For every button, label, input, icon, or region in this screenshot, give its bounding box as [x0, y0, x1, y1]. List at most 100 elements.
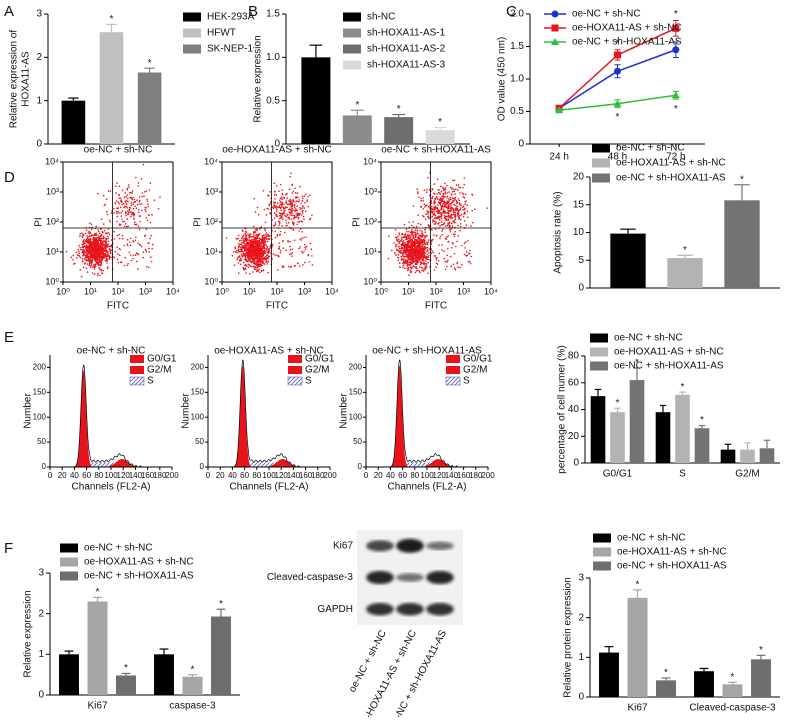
row-label: Ki67 [333, 540, 353, 551]
panel-label: D [4, 169, 15, 186]
events [65, 163, 161, 278]
significance-mark: * [683, 245, 687, 256]
x-axis-label: Channels (FL2-A) [72, 482, 151, 493]
significance-mark: * [616, 398, 620, 409]
point [614, 67, 621, 75]
bar [610, 412, 625, 463]
bar [694, 428, 710, 463]
y-tick-label: 3 [578, 573, 584, 584]
x-tick-label: 40 [228, 471, 237, 480]
y-tick-label: 10³ [364, 186, 377, 196]
legend-label: oe-NC + sh-NC [572, 9, 641, 20]
blot-band [366, 570, 394, 585]
y-tick-label: 0.5 [266, 95, 280, 106]
x-tick-label: 60 [240, 471, 249, 480]
x-tick-label: 10⁰ [56, 286, 70, 296]
legend-label: oe-NC + sh-NC [617, 533, 686, 544]
legend-label: G0/G1 [463, 354, 493, 365]
x-tick-label: 10⁴ [166, 286, 180, 296]
y-tick-label: 10² [364, 216, 377, 226]
legend-swatch [593, 547, 611, 557]
y-axis-label: PI [352, 217, 363, 226]
significance-mark: * [191, 664, 195, 675]
bar [211, 616, 231, 695]
legend-swatch [343, 12, 361, 22]
x-tick-label: Ki67 [87, 701, 107, 712]
bar [301, 57, 331, 145]
bar [667, 258, 703, 288]
legend-swatch [446, 366, 460, 374]
bar [182, 676, 203, 695]
error-bar [756, 654, 766, 660]
plot-title: oe-NC + sh-NC [84, 145, 153, 156]
y-axis-label: Number [339, 393, 350, 429]
y-tick-label: 150 [349, 387, 363, 396]
events [387, 171, 489, 277]
bar [599, 652, 619, 697]
y-tick-label: 10 [573, 227, 585, 238]
y-tick-label: 2 [36, 52, 42, 63]
x-tick-label: Ki67 [627, 703, 647, 714]
y-tick-label: 0 [36, 139, 42, 150]
bar [724, 200, 760, 288]
error-bar [64, 650, 74, 655]
legend-label: oe-NC + sh-NC [616, 143, 685, 154]
y-tick-label: 10¹ [364, 246, 377, 256]
point [672, 24, 680, 32]
y-tick-label: 10¹ [46, 246, 59, 256]
significance-mark: * [438, 117, 442, 128]
x-axis-label: FITC [425, 301, 447, 312]
x-tick-label: 100 [262, 471, 276, 480]
legend-swatch [60, 571, 78, 581]
bar [675, 394, 690, 463]
bar [59, 654, 79, 695]
phase-area [220, 459, 315, 467]
error-bar [159, 648, 169, 655]
x-axis-label: FITC [107, 301, 129, 312]
bar [116, 675, 136, 695]
legend-label: oe-NC + sh-NC [84, 543, 153, 554]
y-tick-label: 200 [33, 363, 47, 372]
histogram-outline [62, 364, 157, 468]
error-bar [188, 674, 197, 677]
x-tick-label: 160 [457, 471, 471, 480]
y-tick-label: 20 [568, 431, 580, 442]
error-bar [433, 126, 447, 131]
plot-title: oe-HOXA11-AS + sh-NC [222, 145, 332, 156]
y-axis-label: Relative expression [23, 590, 34, 677]
y-tick-label: 10⁴ [45, 156, 59, 166]
blot-band [366, 602, 394, 616]
error-bar [594, 388, 602, 397]
y-tick-label: 0 [578, 692, 584, 703]
y-tick-label: 10³ [46, 186, 59, 196]
legend-swatch [592, 158, 610, 168]
x-axis-label: FITC [266, 301, 288, 312]
bar [759, 448, 775, 463]
legend-swatch [287, 376, 303, 386]
bar [61, 100, 86, 144]
y-tick-label: 50 [195, 437, 204, 446]
x-tick-label: 72 h [666, 152, 685, 163]
significance-mark: * [740, 174, 744, 185]
error-bar [93, 596, 102, 602]
significance-mark: * [636, 580, 640, 591]
y-tick-label: 50 [353, 437, 362, 446]
legend-label: oe-HOXA11-AS + sh-NC [572, 23, 682, 34]
plot-title: oe-HOXA11-AS + sh-NC [214, 346, 324, 357]
y-tick-label: 100 [349, 412, 363, 421]
legend-label: sh-HOXA11-AS-1 [367, 28, 446, 39]
significance-mark: * [96, 587, 100, 598]
y-tick-label: 150 [33, 387, 47, 396]
error-bar [698, 424, 706, 429]
point [551, 10, 559, 18]
significance-mark: * [616, 112, 620, 123]
x-tick-label: 0 [48, 471, 53, 480]
x-tick-label: 10³ [139, 286, 152, 296]
legend-swatch [593, 533, 611, 543]
legend-swatch [343, 28, 361, 38]
point [613, 99, 622, 107]
legend-swatch [288, 366, 302, 374]
y-tick-label: 10² [205, 216, 218, 226]
y-axis-label: Number [23, 393, 34, 429]
legend-label: oe-NC + sh-HOXA11-AS [84, 571, 194, 582]
